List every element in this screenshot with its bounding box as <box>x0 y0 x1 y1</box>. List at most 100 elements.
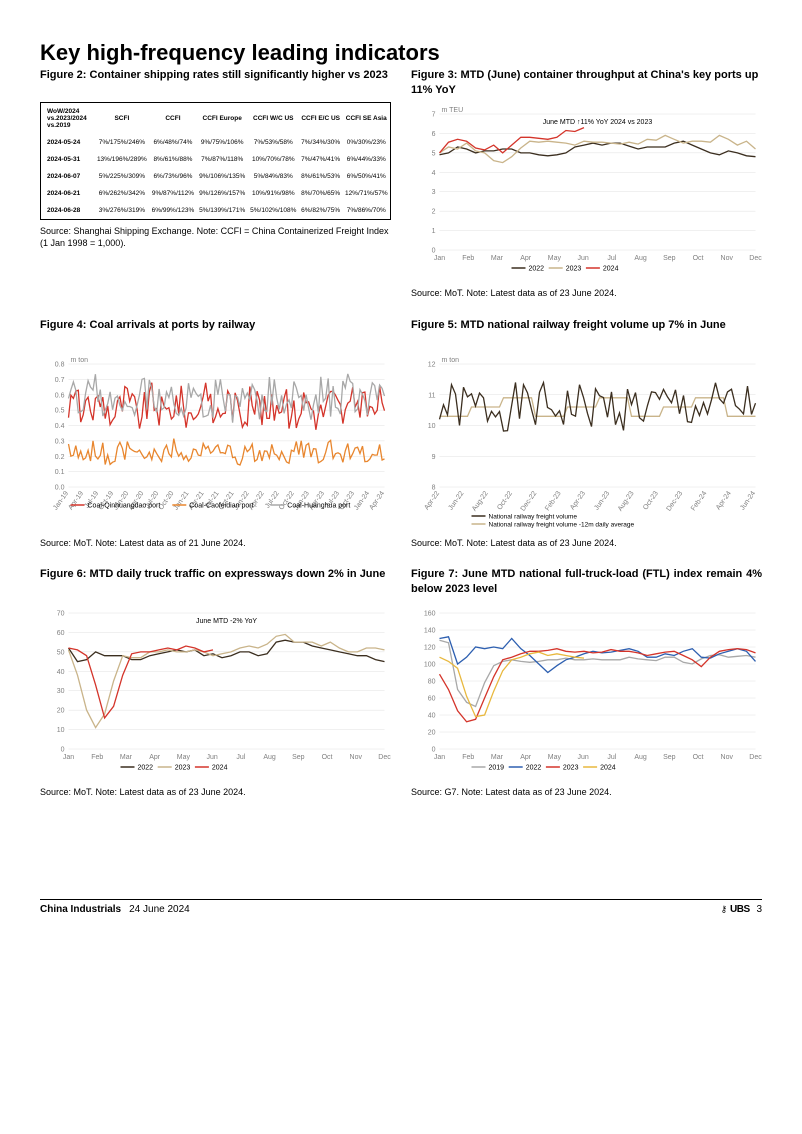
svg-text:Jan: Jan <box>434 754 445 761</box>
svg-text:Mar: Mar <box>120 754 133 761</box>
svg-text:2023: 2023 <box>566 266 582 273</box>
table-row: 2024-06-283%/276%/319%6%/99%/123%5%/139%… <box>41 202 391 220</box>
table-cell: 2024-06-21 <box>41 185 95 202</box>
figure-7-chart: 020406080100120140160JanFebMarAprMayJunJ… <box>411 601 762 781</box>
ubs-logo: UBS <box>730 904 750 915</box>
svg-text:Dec: Dec <box>749 255 762 262</box>
table-cell: 13%/196%/289% <box>95 151 150 168</box>
page-number: 3 <box>756 904 762 915</box>
svg-text:Jul: Jul <box>607 255 616 262</box>
svg-text:Apr-24: Apr-24 <box>368 490 386 511</box>
figure-5-source: Source: MoT. Note: Latest data as of 23 … <box>411 538 762 550</box>
figure-4: Figure 4: Coal arrivals at ports by rail… <box>40 318 391 550</box>
figure-6-title: Figure 6: MTD daily truck traffic on exp… <box>40 567 391 597</box>
table-cell: 7%/175%/246% <box>95 134 150 151</box>
figure-6-source: Source: MoT. Note: Latest data as of 23 … <box>40 787 391 799</box>
svg-text:Nov: Nov <box>721 255 734 262</box>
table-header: CCFI <box>149 103 196 135</box>
svg-text:2024: 2024 <box>212 765 228 772</box>
svg-text:0: 0 <box>61 747 65 754</box>
svg-text:0.4: 0.4 <box>55 423 65 430</box>
figure-4-title: Figure 4: Coal arrivals at ports by rail… <box>40 318 391 348</box>
figure-2-source: Source: Shanghai Shipping Exchange. Note… <box>40 226 391 249</box>
ubs-keys-icon: ⚷ <box>721 904 728 914</box>
footer-title: China Industrials <box>40 904 121 915</box>
svg-text:11: 11 <box>428 392 435 399</box>
svg-text:3: 3 <box>432 189 436 196</box>
svg-text:Jun-24: Jun-24 <box>739 490 757 512</box>
svg-text:Aug-23: Aug-23 <box>617 490 636 513</box>
table-cell: 6%/82%/75% <box>299 202 343 220</box>
shipping-rate-table: WoW/2024 vs.2023/2024 vs.2019SCFICCFICCF… <box>40 102 391 220</box>
table-cell: 2024-05-24 <box>41 134 95 151</box>
svg-text:5: 5 <box>432 150 436 157</box>
table-header: CCFI Europe <box>197 103 248 135</box>
svg-text:4: 4 <box>432 170 436 177</box>
figure-3: Figure 3: MTD (June) container throughpu… <box>411 68 762 300</box>
table-row: 2024-05-3113%/196%/289%8%/61%/88%7%/87%/… <box>41 151 391 168</box>
svg-text:Dec: Dec <box>378 754 391 761</box>
svg-text:140: 140 <box>424 628 436 635</box>
table-cell: 9%/75%/106% <box>197 134 248 151</box>
table-cell: 10%/91%/98% <box>248 185 299 202</box>
row-2: Figure 4: Coal arrivals at ports by rail… <box>40 318 762 550</box>
svg-text:40: 40 <box>57 669 65 676</box>
svg-text:2019: 2019 <box>489 765 505 772</box>
table-cell: 12%/71%/57% <box>343 185 391 202</box>
figure-5: Figure 5: MTD national railway freight v… <box>411 318 762 550</box>
svg-text:June MTD -2% YoY: June MTD -2% YoY <box>196 618 257 625</box>
table-cell: 6%/99%/123% <box>149 202 196 220</box>
svg-text:Sep: Sep <box>663 255 676 262</box>
svg-text:Coal-Qinhuangdao port: Coal-Qinhuangdao port <box>88 502 161 509</box>
svg-text:0.3: 0.3 <box>55 438 65 445</box>
svg-text:100: 100 <box>424 662 436 669</box>
svg-text:Mar: Mar <box>491 754 504 761</box>
table-cell: 2024-06-07 <box>41 168 95 185</box>
svg-text:Aug: Aug <box>634 255 647 262</box>
figure-4-source: Source: MoT. Note: Latest data as of 21 … <box>40 538 391 550</box>
table-cell: 5%/139%/171% <box>197 202 248 220</box>
svg-text:0.1: 0.1 <box>55 469 65 476</box>
svg-text:Jun: Jun <box>577 255 588 262</box>
svg-text:Dec-23: Dec-23 <box>666 490 685 513</box>
svg-text:10: 10 <box>428 423 436 430</box>
svg-text:Apr-22: Apr-22 <box>423 490 441 511</box>
svg-text:80: 80 <box>428 679 436 686</box>
table-cell: 7%/87%/118% <box>197 151 248 168</box>
figure-7: Figure 7: June MTD national full-truck-l… <box>411 567 762 799</box>
svg-text:Oct: Oct <box>693 754 704 761</box>
table-cell: 7%/47%/41% <box>299 151 343 168</box>
table-header: CCFI E/C US <box>299 103 343 135</box>
figure-3-source: Source: MoT. Note: Latest data as of 23 … <box>411 288 762 300</box>
figure-5-chart: 89101112Apr-22Jun-22Aug-22Oct-22Dec-22Fe… <box>411 352 762 532</box>
table-cell: 8%/70%/65% <box>299 185 343 202</box>
svg-text:Feb: Feb <box>462 255 474 262</box>
svg-text:10: 10 <box>57 727 65 734</box>
svg-text:60: 60 <box>57 630 65 637</box>
svg-text:National railway freight volum: National railway freight volume <box>489 513 578 520</box>
svg-text:Oct: Oct <box>322 754 333 761</box>
svg-text:2: 2 <box>432 209 436 216</box>
table-header: CCFI SE Asia <box>343 103 391 135</box>
svg-text:Nov: Nov <box>350 754 363 761</box>
svg-text:m ton: m ton <box>71 357 89 364</box>
svg-text:30: 30 <box>57 689 65 696</box>
svg-text:0.2: 0.2 <box>55 453 65 460</box>
svg-text:70: 70 <box>57 611 65 618</box>
svg-text:60: 60 <box>428 696 436 703</box>
svg-text:120: 120 <box>424 645 436 652</box>
svg-text:2022: 2022 <box>138 765 154 772</box>
table-header: CCFI W/C US <box>248 103 299 135</box>
svg-text:May: May <box>548 754 562 761</box>
table-cell: 7%/86%/70% <box>343 202 391 220</box>
page-footer: China Industrials 24 June 2024 ⚷ UBS 3 <box>40 899 762 915</box>
table-cell: 8%/61%/88% <box>149 151 196 168</box>
table-cell: 9%/106%/135% <box>197 168 248 185</box>
table-cell: 0%/30%/23% <box>343 134 391 151</box>
svg-text:Oct-23: Oct-23 <box>642 490 660 511</box>
svg-text:0.6: 0.6 <box>55 392 65 399</box>
svg-text:9: 9 <box>432 453 436 460</box>
table-cell: 2024-05-31 <box>41 151 95 168</box>
svg-text:Feb: Feb <box>462 754 474 761</box>
footer-date: 24 June 2024 <box>129 904 190 915</box>
